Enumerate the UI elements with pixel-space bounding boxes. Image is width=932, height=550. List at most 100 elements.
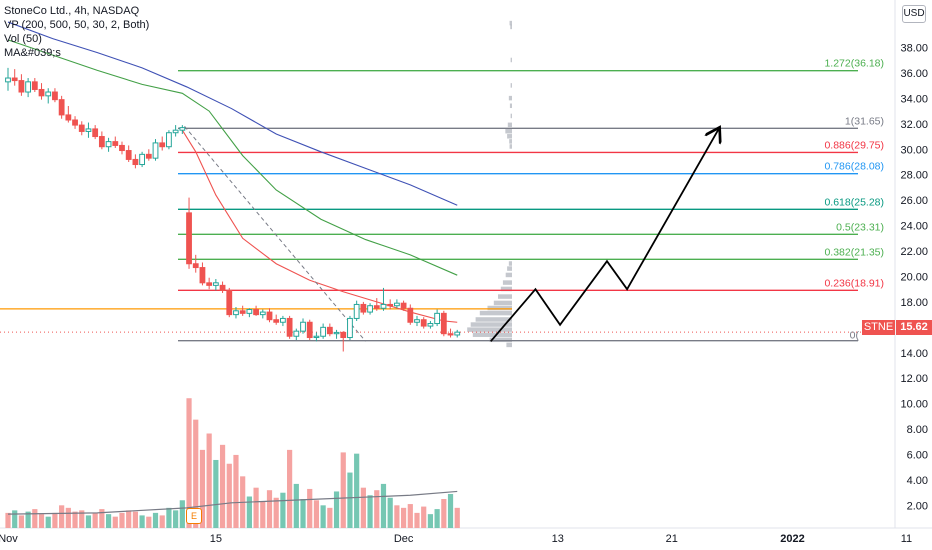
volume-bar bbox=[434, 509, 440, 528]
volume-bar bbox=[139, 515, 145, 528]
currency-badge[interactable]: USD bbox=[902, 5, 926, 23]
candle bbox=[367, 303, 373, 315]
candle-body bbox=[253, 309, 259, 316]
candle bbox=[414, 315, 420, 327]
candle-body bbox=[85, 128, 92, 132]
candle bbox=[440, 310, 447, 337]
candle-body bbox=[18, 80, 25, 93]
candle bbox=[259, 309, 266, 319]
candle bbox=[380, 287, 387, 311]
volume-profile-bar bbox=[510, 57, 512, 63]
candle bbox=[152, 139, 159, 161]
volume-bar bbox=[327, 507, 333, 528]
candle bbox=[280, 315, 286, 327]
candle-body bbox=[139, 153, 145, 166]
candle-body bbox=[393, 302, 400, 307]
candle-body bbox=[192, 263, 199, 269]
price-axis-tick: 26.00 bbox=[900, 195, 928, 207]
volume-profile-bar bbox=[508, 261, 512, 266]
volume-bar bbox=[72, 511, 78, 528]
volume-profile-bar bbox=[507, 266, 512, 271]
price-axis-tick: 18.00 bbox=[900, 297, 928, 309]
candle bbox=[172, 125, 179, 137]
volume-bar bbox=[92, 512, 98, 528]
candle-body bbox=[52, 91, 58, 101]
candle bbox=[112, 136, 119, 148]
volume-profile-bar bbox=[479, 310, 512, 316]
volume-bar bbox=[374, 490, 380, 528]
candle-body bbox=[420, 319, 427, 327]
fib-level-label: 1(31.65) bbox=[845, 115, 884, 127]
candle-body bbox=[380, 303, 387, 309]
candle-body bbox=[152, 142, 159, 159]
volume-bar bbox=[112, 516, 118, 528]
volume-bar bbox=[59, 505, 65, 528]
price-axis-tick: 34.00 bbox=[900, 93, 928, 105]
candle-body bbox=[72, 119, 78, 126]
volume-bar bbox=[12, 510, 18, 528]
volume-bar bbox=[152, 512, 159, 528]
time-axis-tick: 11 bbox=[901, 533, 912, 545]
projection-path bbox=[490, 129, 719, 342]
fib-level-label: 0.618(25.28) bbox=[824, 196, 884, 208]
candle-body bbox=[320, 326, 327, 337]
time-axis-tick: 2022 bbox=[780, 533, 804, 545]
candle bbox=[300, 318, 306, 334]
volume-bar bbox=[427, 514, 434, 528]
candle-body bbox=[38, 88, 45, 97]
price-axis-tick: 20.00 bbox=[900, 271, 928, 283]
price-axis-tick: 10.00 bbox=[900, 399, 928, 411]
candle-body bbox=[65, 114, 72, 121]
volume-bar bbox=[193, 419, 199, 528]
candle bbox=[253, 305, 259, 316]
candle-body bbox=[159, 142, 166, 148]
price-axis-tick: 6.00 bbox=[907, 450, 928, 462]
volume-profile-bar bbox=[506, 342, 512, 348]
price-axis-tick: 38.00 bbox=[900, 43, 928, 55]
candle-body bbox=[125, 150, 132, 160]
candle bbox=[25, 78, 32, 98]
candle-body bbox=[206, 282, 213, 286]
legend-moving-averages[interactable]: MA&#039;s bbox=[4, 47, 61, 59]
volume-profile-bar bbox=[487, 305, 512, 311]
legend-volume-profile[interactable]: VP (200, 500, 50, 30, 2, Both) bbox=[4, 19, 150, 31]
volume-bar bbox=[387, 497, 393, 528]
candle bbox=[347, 315, 353, 341]
trend-line bbox=[184, 126, 366, 342]
volume-bar bbox=[380, 483, 387, 528]
candle bbox=[219, 281, 226, 293]
volume-bar bbox=[307, 488, 313, 528]
volume-profile bbox=[467, 20, 512, 348]
time-axis-tick: 21 bbox=[666, 533, 678, 545]
candle-body bbox=[373, 305, 380, 309]
volume-bar bbox=[18, 515, 25, 528]
candle-body bbox=[340, 331, 347, 339]
candle bbox=[393, 299, 400, 309]
volume-bar bbox=[280, 492, 286, 528]
candle-body bbox=[414, 319, 420, 323]
fib-level-label: 0.382(21.35) bbox=[824, 246, 884, 258]
candle bbox=[434, 309, 441, 327]
volume-bar bbox=[454, 507, 460, 528]
time-axis-tick: 13 bbox=[552, 533, 564, 545]
price-axis-tick: 4.00 bbox=[907, 475, 928, 487]
legend-symbol[interactable]: StoneCo Ltd., 4h, NASDAQ bbox=[4, 5, 140, 17]
price-axis-tick: 22.00 bbox=[900, 246, 928, 258]
volume-profile-bar bbox=[489, 337, 512, 343]
candle bbox=[58, 95, 65, 119]
volume-bar bbox=[266, 490, 273, 528]
legend-volume[interactable]: Vol (50) bbox=[4, 33, 42, 45]
volume-ma-line bbox=[7, 490, 458, 515]
candle bbox=[340, 331, 347, 352]
candle-body bbox=[25, 81, 32, 93]
candle-body bbox=[347, 317, 353, 339]
price-axis-tick: 30.00 bbox=[900, 144, 928, 156]
candle bbox=[145, 149, 152, 161]
candle-body bbox=[219, 284, 226, 291]
volume-bar bbox=[333, 491, 340, 528]
earnings-marker[interactable]: E bbox=[186, 508, 202, 524]
volume-bar bbox=[407, 504, 413, 528]
volume-bar bbox=[38, 514, 45, 528]
candle-body bbox=[400, 302, 407, 309]
